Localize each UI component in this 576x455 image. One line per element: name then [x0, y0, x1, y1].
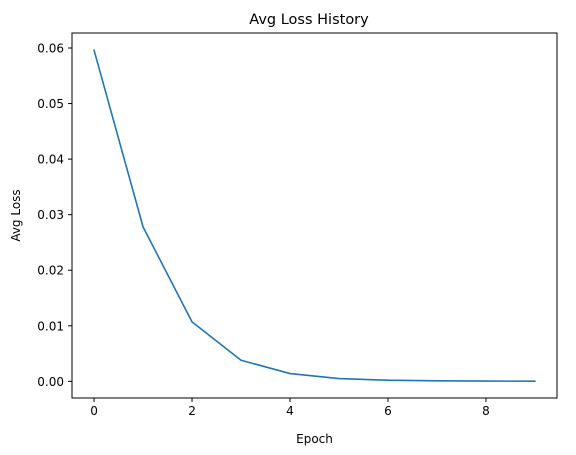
y-tick-label: 0.00 — [37, 375, 64, 389]
x-axis: 0 2 4 6 8 — [90, 398, 490, 418]
series-line — [93, 49, 536, 383]
y-axis: 0.00 0.01 0.02 0.03 0.04 0.05 0.06 — [37, 42, 72, 389]
x-tick-label: 2 — [188, 404, 196, 418]
y-tick-label: 0.01 — [37, 319, 64, 333]
y-tick-label: 0.02 — [37, 264, 64, 278]
y-tick-label: 0.05 — [37, 97, 64, 111]
series-layer — [93, 49, 536, 383]
x-tick-label: 4 — [286, 404, 294, 418]
y-tick-label: 0.06 — [37, 42, 64, 56]
plot-area — [71, 32, 558, 399]
y-tick-label: 0.03 — [37, 208, 64, 222]
x-axis-label: Epoch — [296, 432, 333, 446]
x-tick-label: 8 — [482, 404, 490, 418]
x-tick-label: 0 — [90, 404, 98, 418]
x-tick-label: 6 — [384, 404, 392, 418]
plot-frame — [71, 32, 558, 399]
y-axis-label: Avg Loss — [9, 189, 23, 241]
y-tick-label: 0.04 — [37, 153, 64, 167]
chart-title: Avg Loss History — [249, 12, 369, 28]
